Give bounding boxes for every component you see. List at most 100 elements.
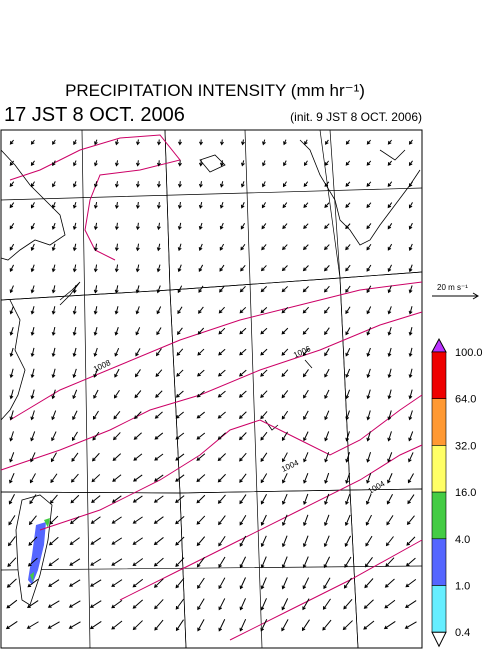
wind-arrow [345,493,351,505]
wind-arrow [50,452,57,463]
wind-arrow [322,619,332,631]
wind-arrow [175,453,185,461]
wind-arrow [135,348,141,357]
wind-arrow [366,264,372,272]
wind-arrow [262,139,266,146]
wind-arrow [281,410,289,420]
wind-arrow [282,223,288,230]
wind-arrow [281,348,289,356]
wind-arrow [135,181,140,188]
wind-arrow [72,243,77,252]
wind-arrow [114,160,119,167]
wind-arrow [408,368,413,379]
wind-arrow [93,347,98,357]
wind-arrow [175,598,185,610]
wind-arrow [281,577,288,590]
colorbar: 100.0 64.0 32.0 16.0 4.0 1.0 0.4 [431,337,483,648]
wind-arrow [30,347,35,358]
wind-arrow [8,494,15,505]
wind-arrow [281,327,289,335]
wind-arrow [71,452,79,462]
wind-arrow [30,285,35,294]
wind-arrow [404,621,417,629]
wind-arrow [72,201,77,209]
wind-arrow [72,389,78,400]
wind-arrow [324,327,330,336]
wind-arrow [135,243,140,252]
wind-arrow [281,598,289,611]
wind-arrow [30,326,35,336]
wind-arrow [49,515,59,525]
wind-arrow [114,327,119,336]
wind-arrow [343,577,352,589]
wind-arrow [303,452,309,463]
major-lat-lon-lines [0,129,423,649]
wind-arrow [9,223,15,230]
wind-arrow [218,598,226,611]
wind-arrow [218,348,226,356]
wind-arrow [156,306,162,315]
wind-arrow [408,389,413,400]
wind-arrow [93,326,98,336]
wind-arrow [324,244,330,251]
wind-arrow [111,599,123,609]
wind-arrow [345,285,351,293]
wind-arrow [304,139,308,146]
wind-arrow [217,432,226,440]
colorbar-label: 64.0 [455,394,476,406]
wind-arrow [324,306,330,314]
wind-arrow [27,557,38,567]
wind-arrow [132,558,144,567]
wind-arrow [366,347,371,357]
wind-arrow [198,181,203,188]
wind-arrow [384,599,396,609]
wind-arrow [239,514,247,526]
wind-arrow [135,222,140,231]
wind-arrow [113,389,120,399]
wind-arrow [324,493,330,505]
wind-arrow [156,181,161,188]
wind-arrow [90,516,101,524]
wind-arrow [9,139,14,145]
wind-arrow [281,286,289,293]
wind-arrow [93,264,98,273]
wind-arrow [52,160,56,167]
wind-arrow [51,202,56,209]
wind-arrow [113,411,121,420]
wind-arrow [387,160,393,166]
wind-arrow [72,306,77,315]
wind-arrow [281,493,288,505]
wind-arrow [51,347,56,358]
wind-arrow [281,514,288,527]
wind-arrow [155,348,162,357]
wind-arrow [366,139,371,145]
wind-arrow [408,285,413,294]
wind-arrow [9,410,14,421]
wind-arrow [8,515,16,526]
wind-arrow [345,410,350,421]
wind-arrow [387,410,392,421]
wind-arrow [177,243,182,252]
wind-arrow [175,536,185,546]
wind-arrow [135,264,140,273]
wind-arrow [69,537,80,545]
wind-arrow [72,347,77,358]
wind-arrow [156,285,161,294]
colorbar-segment [431,538,447,586]
wind-arrow [9,202,15,209]
wind-arrow [30,452,36,463]
wind-arrow [218,515,226,526]
wind-arrow [51,368,56,379]
wind-arrow [408,306,413,315]
wind-arrow [366,285,372,294]
wind-arrow [324,181,330,187]
wind-arrow [30,389,35,400]
wind-arrow [239,494,247,505]
wind-arrow [51,243,56,252]
wind-arrow [132,537,143,545]
colorbar-label: 1.0 [455,581,470,593]
wind-arrow [156,201,161,209]
wind-arrow [342,620,353,631]
wind-arrow [260,556,267,569]
wind-arrow [345,223,351,230]
